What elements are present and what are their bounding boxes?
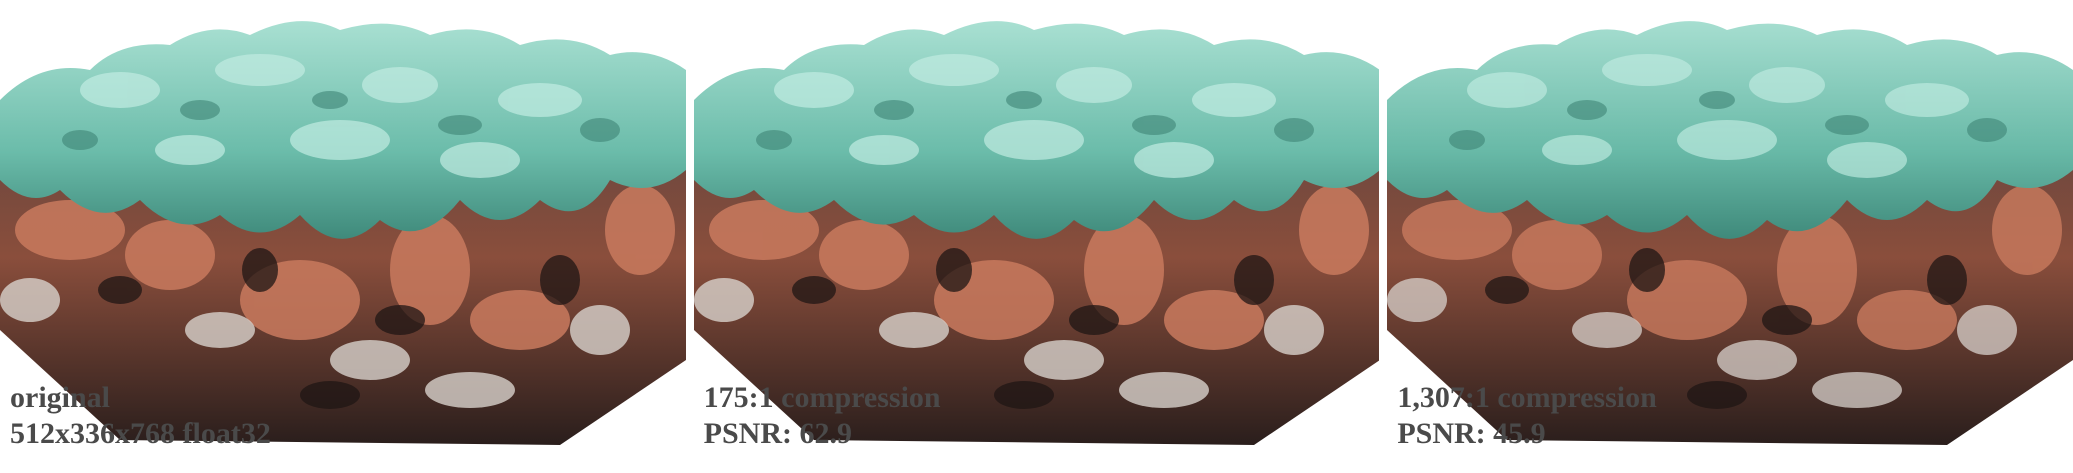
caption-line-2: 512x336x768 float32 bbox=[10, 417, 271, 450]
panel-compression-1307: 1,307:1 compression PSNR: 45.9 bbox=[1387, 0, 2073, 473]
panel-caption: 175:1 compression PSNR: 62.9 bbox=[704, 380, 941, 452]
caption-line-2: PSNR: 62.9 bbox=[703, 417, 853, 450]
volume-render-image bbox=[693, 21, 1380, 445]
volume-render-image bbox=[0, 21, 686, 445]
panel-caption: 1,307:1 compression PSNR: 45.9 bbox=[1397, 380, 1656, 452]
caption-line-1: original bbox=[10, 381, 111, 414]
caption-line-1: 1,307:1 compression bbox=[1397, 381, 1657, 414]
caption-line-2: PSNR: 45.9 bbox=[1397, 417, 1546, 450]
panel-caption: original 512x336x768 float32 bbox=[10, 380, 271, 452]
caption-line-1: 175:1 compression bbox=[703, 381, 941, 414]
panel-compression-175: 175:1 compression PSNR: 62.9 bbox=[693, 0, 1380, 473]
volume-render-image bbox=[1387, 21, 2073, 445]
panel-original: original 512x336x768 float32 bbox=[0, 0, 686, 473]
